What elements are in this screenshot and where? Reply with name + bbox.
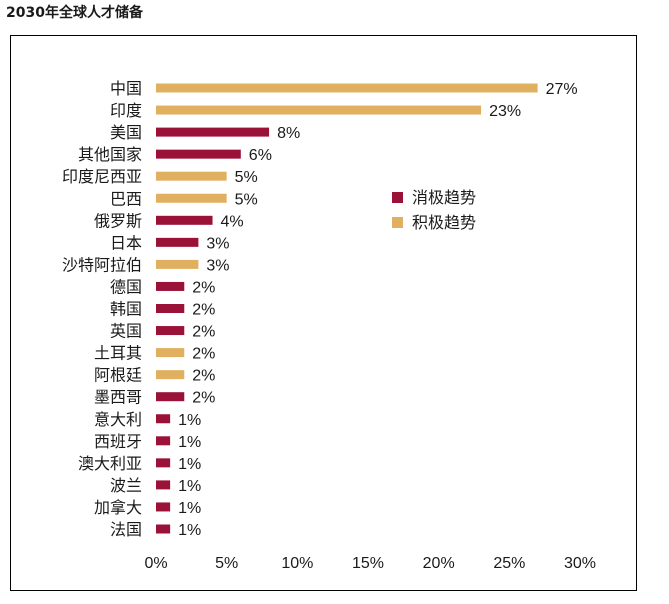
category-label: 西班牙 bbox=[94, 432, 142, 451]
bar-7 bbox=[156, 237, 199, 247]
category-label: 沙特阿拉伯 bbox=[62, 255, 142, 274]
value-labels-group: 27% 23% 8% 6% 5% 5% 4% 3% 3% 2% 2% 2% 2% 2% 2% 1% 1% 1% 1%… bbox=[178, 81, 577, 539]
value-label: 5% bbox=[235, 169, 258, 186]
x-tick-label: 0% bbox=[144, 555, 167, 572]
value-label: 1% bbox=[178, 500, 201, 517]
category-label: 韩国 bbox=[110, 300, 142, 319]
x-tick-label: 25% bbox=[493, 555, 525, 572]
bar-15 bbox=[156, 414, 171, 424]
legend-label-negative: 消极趋势 bbox=[412, 188, 476, 207]
bar-19 bbox=[156, 502, 171, 512]
value-label: 1% bbox=[178, 456, 201, 473]
value-label: 27% bbox=[546, 81, 578, 98]
value-label: 3% bbox=[206, 235, 229, 252]
value-label: 8% bbox=[277, 125, 300, 142]
bar-20 bbox=[156, 524, 171, 534]
bars-group bbox=[156, 83, 538, 534]
bar-6 bbox=[156, 215, 213, 225]
x-tick-label: 15% bbox=[352, 555, 384, 572]
bar-0 bbox=[156, 83, 538, 93]
value-label: 2% bbox=[192, 302, 215, 319]
bar-2 bbox=[156, 127, 270, 137]
category-label: 巴西 bbox=[110, 189, 142, 208]
category-label: 英国 bbox=[110, 322, 142, 341]
category-labels-group: 中国印度美国其他国家印度尼西亚巴西俄罗斯日本沙特阿拉伯德国韩国英国土耳其阿根廷墨… bbox=[62, 79, 142, 539]
bar-9 bbox=[156, 281, 185, 291]
bar-4 bbox=[156, 171, 227, 181]
x-tick-label: 20% bbox=[423, 555, 455, 572]
value-label: 3% bbox=[206, 257, 229, 274]
category-label: 印度尼西亚 bbox=[62, 167, 142, 186]
legend-label-positive: 积极趋势 bbox=[412, 213, 476, 232]
legend-swatch-positive bbox=[392, 217, 403, 228]
bar-17 bbox=[156, 458, 171, 468]
value-label: 2% bbox=[192, 324, 215, 341]
bar-5 bbox=[156, 193, 227, 203]
category-label: 波兰 bbox=[110, 476, 142, 495]
bar-1 bbox=[156, 105, 482, 115]
category-label: 德国 bbox=[110, 277, 142, 296]
category-label: 阿根廷 bbox=[94, 366, 142, 385]
value-label: 1% bbox=[178, 478, 201, 495]
category-label: 其他国家 bbox=[78, 145, 142, 164]
category-label: 土耳其 bbox=[94, 344, 142, 363]
bar-10 bbox=[156, 304, 185, 313]
category-label: 加拿大 bbox=[94, 498, 142, 517]
bar-11 bbox=[156, 326, 185, 336]
bar-3 bbox=[156, 149, 241, 159]
category-label: 墨西哥 bbox=[94, 388, 142, 407]
legend-swatch-negative bbox=[392, 192, 403, 203]
category-label: 美国 bbox=[110, 123, 142, 142]
bar-13 bbox=[156, 370, 185, 380]
x-tick-label: 10% bbox=[281, 555, 313, 572]
legend: 消极趋势 积极趋势 bbox=[392, 188, 476, 232]
bar-8 bbox=[156, 259, 199, 269]
value-label: 2% bbox=[192, 390, 215, 407]
value-label: 1% bbox=[178, 522, 201, 539]
value-label: 2% bbox=[192, 279, 215, 296]
value-label: 2% bbox=[192, 346, 215, 363]
bar-12 bbox=[156, 348, 185, 358]
value-label: 4% bbox=[221, 213, 244, 230]
x-tick-labels-group: 0% 5% 10% 15% 20% 25% 30% bbox=[144, 555, 596, 572]
category-label: 日本 bbox=[110, 233, 142, 252]
chart-frame bbox=[10, 35, 637, 591]
page-title: 2030年全球人才储备 bbox=[6, 5, 143, 21]
category-label: 澳大利亚 bbox=[78, 454, 142, 473]
category-label: 法国 bbox=[110, 520, 142, 539]
category-label: 印度 bbox=[110, 101, 142, 120]
category-label: 意大利 bbox=[94, 410, 142, 429]
x-tick-label: 5% bbox=[215, 555, 238, 572]
value-label: 1% bbox=[178, 434, 201, 451]
value-label: 2% bbox=[192, 368, 215, 385]
bar-16 bbox=[156, 436, 171, 446]
category-label: 中国 bbox=[110, 79, 142, 98]
value-label: 6% bbox=[249, 147, 272, 164]
category-label: 俄罗斯 bbox=[94, 211, 142, 230]
value-label: 23% bbox=[489, 103, 521, 120]
value-label: 1% bbox=[178, 412, 201, 429]
bar-14 bbox=[156, 392, 185, 402]
bar-18 bbox=[156, 480, 171, 490]
value-label: 5% bbox=[235, 191, 258, 208]
x-tick-label: 30% bbox=[564, 555, 596, 572]
